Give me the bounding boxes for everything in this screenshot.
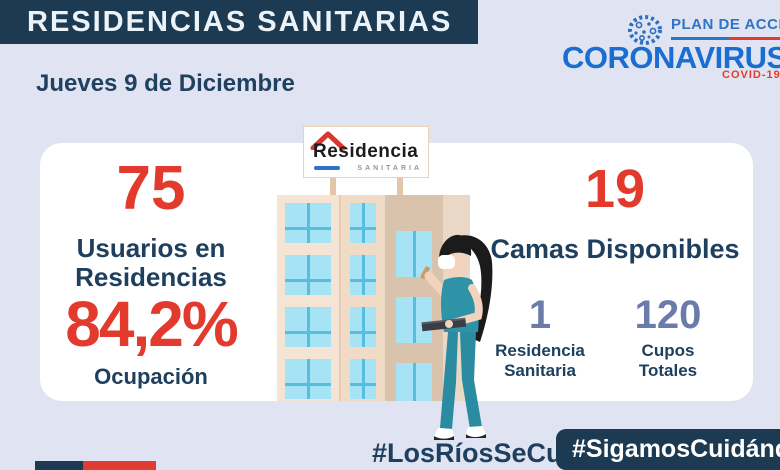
- gov-logo-red-bar: [83, 461, 156, 470]
- users-label: Usuarios en Residencias: [45, 233, 257, 293]
- page-title: RESIDENCIAS SANITARIAS: [27, 5, 453, 38]
- header-banner: RESIDENCIAS SANITARIAS: [0, 0, 478, 44]
- building-illustration: [277, 195, 470, 401]
- building-left-wing: [277, 195, 339, 401]
- capacity-label-line2: Totales: [638, 361, 698, 381]
- roof-icon: [310, 131, 346, 150]
- capacity-label-line1: Cupos: [641, 341, 695, 360]
- capacity-value: 120: [634, 293, 702, 337]
- sign-title: Residencia: [313, 141, 419, 162]
- occupancy-label: Ocupación: [94, 364, 208, 389]
- sign-subtitle: SANITARIA: [357, 165, 422, 172]
- capacity-stat: 120 Cupos Totales: [618, 295, 718, 381]
- building-mid-wing: [339, 195, 387, 401]
- users-label-line2: Residencias: [75, 262, 227, 293]
- users-label-line1: Usuarios en: [76, 233, 226, 263]
- sign-post: [397, 175, 403, 196]
- coronavirus-wordmark: CORONAVIRUS: [562, 40, 780, 75]
- occupancy-value: 84,2%: [65, 288, 238, 360]
- sign-post: [330, 175, 336, 196]
- virus-icon: [628, 15, 662, 45]
- residencia-sign: Residencia SANITARIA: [303, 126, 429, 178]
- hashtag-badge: #SigamosCuidándonos: [556, 429, 780, 470]
- users-value: 75: [116, 154, 186, 223]
- plan-underline: [671, 37, 780, 40]
- sign-blue-bar: [314, 166, 340, 170]
- nurse-illustration: [420, 234, 493, 440]
- date-label: Jueves 9 de Diciembre: [36, 70, 295, 97]
- capacity-label: Cupos Totales: [618, 341, 718, 381]
- plan-de-accion-label: PLAN DE ACCIÓN: [671, 16, 780, 33]
- residences-label-line1: Residencia: [495, 341, 585, 360]
- residences-value: 1: [528, 293, 552, 337]
- beds-available-label: Camas Disponibles: [490, 234, 740, 264]
- hashtag-national: #SigamosCuidándonos: [572, 435, 780, 463]
- residences-label: Residencia Sanitaria: [490, 341, 590, 381]
- residences-label-line2: Sanitaria: [504, 361, 576, 381]
- building-tower: [385, 195, 443, 401]
- beds-available-value: 19: [584, 159, 646, 219]
- covid19-label: COVID-19: [722, 69, 780, 81]
- residences-stat: 1 Residencia Sanitaria: [490, 295, 590, 381]
- gov-logo-navy-bar: [35, 461, 83, 470]
